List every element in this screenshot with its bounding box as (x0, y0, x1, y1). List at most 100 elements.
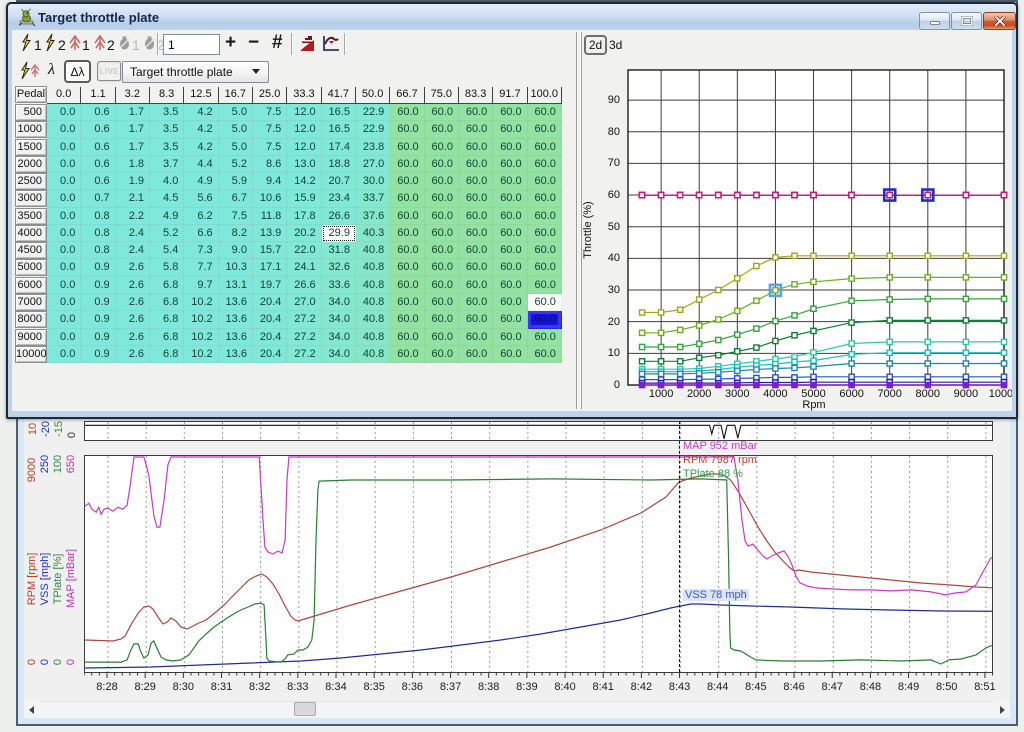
cell-5000-91.7[interactable]: 60.0 (493, 259, 528, 277)
row-header-1500[interactable]: 1500 (15, 138, 47, 156)
cell-4000-12.5[interactable]: 6.6 (184, 224, 219, 243)
column-header-41.7[interactable]: 41.7 (322, 87, 356, 103)
cell-3000-41.7[interactable]: 23.4 (321, 190, 356, 208)
cell-7000-8.3[interactable]: 6.8 (149, 293, 185, 312)
cell-8000-33.3[interactable]: 27.2 (287, 311, 322, 329)
cell-2000-91.7[interactable]: 60.0 (493, 155, 528, 174)
cell-2500-50.0[interactable]: 30.0 (355, 173, 391, 191)
column-header-8.3[interactable]: 8.3 (150, 87, 185, 103)
cell-3000-50.0[interactable]: 33.7 (355, 190, 391, 208)
cell-3000-75.0[interactable]: 60.0 (424, 190, 459, 208)
cell-3500-12.5[interactable]: 6.2 (184, 207, 219, 225)
cell-6000-16.7[interactable]: 13.1 (218, 276, 253, 294)
cell-3500-8.3[interactable]: 4.9 (149, 207, 185, 225)
cell-7000-41.7[interactable]: 34.0 (321, 293, 356, 312)
cell-3000-83.3[interactable]: 60.0 (458, 190, 494, 208)
cell-10000-91.7[interactable]: 60.0 (493, 345, 528, 364)
cell-10000-0.0[interactable]: 0.0 (47, 345, 82, 364)
column-header-100.0[interactable]: 100.0 (528, 87, 562, 103)
edited-cell[interactable]: 60.0 (527, 293, 562, 312)
cell-9000-41.7[interactable]: 34.0 (321, 328, 356, 346)
cell-9000-25.0[interactable]: 20.4 (252, 328, 288, 346)
cell-500-91.7[interactable]: 60.0 (493, 104, 528, 122)
row-header-1000[interactable]: 1000 (15, 121, 47, 139)
cell-10000-3.2[interactable]: 2.6 (115, 345, 150, 364)
cell-2000-3.2[interactable]: 1.8 (115, 155, 150, 174)
row-header-500[interactable]: 500 (15, 104, 47, 121)
row-header-2500[interactable]: 2500 (15, 173, 47, 191)
delta-lambda-button[interactable]: Δλ (64, 60, 91, 83)
cell-3500-25.0[interactable]: 11.8 (252, 207, 288, 225)
cell-6000-33.3[interactable]: 26.6 (287, 276, 322, 294)
cell-1000-83.3[interactable]: 60.0 (458, 121, 494, 139)
maximize-button[interactable] (951, 12, 982, 30)
row-header-4500[interactable]: 4500 (15, 242, 47, 260)
cell-4500-75.0[interactable]: 60.0 (424, 242, 459, 260)
cell-2000-1.1[interactable]: 0.6 (81, 155, 116, 174)
column-header-83.3[interactable]: 83.3 (459, 87, 494, 103)
cell-500-25.0[interactable]: 7.5 (252, 104, 288, 122)
column-header-12.5[interactable]: 12.5 (184, 87, 219, 103)
cell-500-8.3[interactable]: 3.5 (149, 104, 185, 122)
cell-4500-8.3[interactable]: 5.4 (149, 242, 185, 260)
cell-5000-75.0[interactable]: 60.0 (424, 259, 459, 277)
row-header-3000[interactable]: 3000 (15, 190, 47, 208)
cell-7000-50.0[interactable]: 40.8 (355, 293, 391, 312)
cell-5000-83.3[interactable]: 60.0 (458, 259, 494, 277)
cell-1500-33.3[interactable]: 12.0 (287, 138, 322, 156)
cell-1500-83.3[interactable]: 60.0 (458, 138, 494, 156)
cell-6000-75.0[interactable]: 60.0 (424, 276, 459, 294)
cell-500-50.0[interactable]: 22.9 (355, 104, 391, 122)
interpolate-curve-button[interactable] (322, 34, 340, 57)
cell-7000-25.0[interactable]: 20.4 (252, 293, 288, 312)
set-value-button[interactable]: # (272, 32, 283, 53)
cell-4500-66.7[interactable]: 60.0 (390, 242, 425, 260)
cell-1500-0.0[interactable]: 0.0 (47, 138, 82, 156)
cell-8000-50.0[interactable]: 40.8 (355, 311, 391, 329)
cell-6000-100.0[interactable]: 60.0 (527, 276, 562, 294)
cell-10000-16.7[interactable]: 13.6 (218, 345, 253, 364)
cell-9000-91.7[interactable]: 60.0 (493, 328, 528, 346)
cell-3500-41.7[interactable]: 26.6 (321, 207, 356, 225)
cell-3000-100.0[interactable]: 60.0 (527, 190, 562, 208)
log-cursor-line[interactable] (679, 421, 680, 672)
cell-8000-83.3[interactable]: 60.0 (458, 311, 494, 329)
row-header-9000[interactable]: 9000 (15, 328, 47, 346)
scroll-left-button[interactable] (24, 701, 40, 718)
cell-500-100.0[interactable]: 60.0 (527, 104, 562, 122)
cell-2500-75.0[interactable]: 60.0 (424, 173, 459, 191)
live-button-disabled[interactable]: LIVE (97, 61, 122, 82)
cell-2500-16.7[interactable]: 5.9 (218, 173, 253, 191)
cell-1000-91.7[interactable]: 60.0 (493, 121, 528, 139)
cell-5000-100.0[interactable]: 60.0 (527, 259, 562, 277)
column-header-25.0[interactable]: 25.0 (253, 87, 288, 103)
cell-8000-91.7[interactable]: 60.0 (493, 311, 528, 329)
cell-1000-25.0[interactable]: 7.5 (252, 121, 288, 139)
cell-8000-3.2[interactable]: 2.6 (115, 311, 150, 329)
spray1-button-disabled[interactable]: 1 (118, 34, 140, 57)
row-header-6000[interactable]: 6000 (15, 276, 47, 294)
cell-2000-25.0[interactable]: 8.6 (252, 155, 288, 174)
cell-2000-50.0[interactable]: 27.0 (355, 155, 391, 174)
cell-4500-16.7[interactable]: 9.0 (218, 242, 253, 260)
cell-6000-3.2[interactable]: 2.6 (115, 276, 150, 294)
cell-5000-50.0[interactable]: 40.8 (355, 259, 391, 277)
cell-1000-16.7[interactable]: 5.0 (218, 121, 253, 139)
cell-9000-8.3[interactable]: 6.8 (149, 328, 185, 346)
step-size-input[interactable] (163, 34, 220, 55)
increase-button[interactable]: + (225, 32, 237, 53)
cell-2000-0.0[interactable]: 0.0 (47, 155, 82, 174)
cell-4000-83.3[interactable]: 60.0 (458, 224, 494, 243)
row-header-3500[interactable]: 3500 (15, 207, 47, 225)
cell-8000-25.0[interactable]: 20.4 (252, 311, 288, 329)
cell-500-3.2[interactable]: 1.7 (115, 104, 150, 122)
cell-4500-83.3[interactable]: 60.0 (458, 242, 494, 260)
cell-5000-33.3[interactable]: 24.1 (287, 259, 322, 277)
cell-7000-1.1[interactable]: 0.9 (81, 293, 116, 312)
cell-8000-16.7[interactable]: 13.6 (218, 311, 253, 329)
cell-500-75.0[interactable]: 60.0 (424, 104, 459, 122)
cell-4500-50.0[interactable]: 40.8 (355, 242, 391, 260)
decrease-button[interactable]: − (248, 32, 260, 53)
cell-9000-83.3[interactable]: 60.0 (458, 328, 494, 346)
cell-10000-100.0[interactable]: 60.0 (527, 345, 562, 364)
